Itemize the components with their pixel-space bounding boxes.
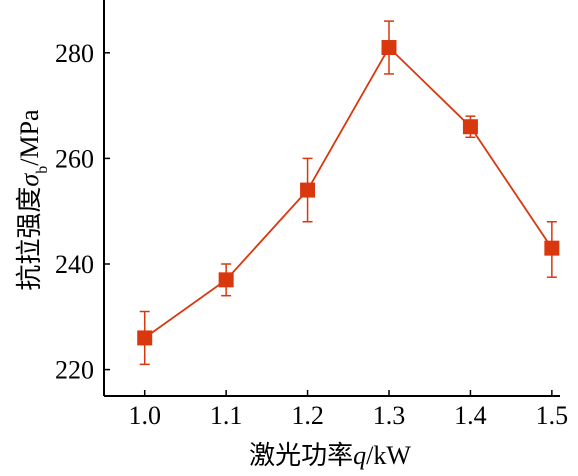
y-tick-label: 260 [55, 144, 94, 173]
y-tick-label: 240 [55, 250, 94, 279]
x-axis-label: 激光功率q/kW [249, 441, 411, 471]
data-point [137, 330, 153, 346]
x-tick-label: 1.3 [373, 401, 406, 430]
data-point [544, 240, 560, 256]
x-tick-label: 1.0 [128, 401, 161, 430]
data-series [137, 20, 560, 366]
y-tick-label: 280 [55, 39, 94, 68]
x-tick-label: 1.4 [454, 401, 487, 430]
data-point [218, 272, 234, 288]
axes [103, 0, 560, 397]
series-line [144, 46, 553, 339]
x-tick-label: 1.1 [210, 401, 243, 430]
data-point [381, 40, 397, 56]
y-axis-ticks: 220 240 260 280 [55, 39, 110, 385]
y-axis-label: 抗拉强度σb/MPa [15, 109, 51, 291]
y-tick-label: 220 [55, 356, 94, 385]
x-axis-ticks: 1.0 1.1 1.2 1.3 1.4 1.5 [128, 390, 568, 430]
data-point [462, 119, 478, 135]
x-tick-label: 1.5 [536, 401, 569, 430]
x-tick-label: 1.2 [291, 401, 324, 430]
data-point [300, 182, 316, 198]
